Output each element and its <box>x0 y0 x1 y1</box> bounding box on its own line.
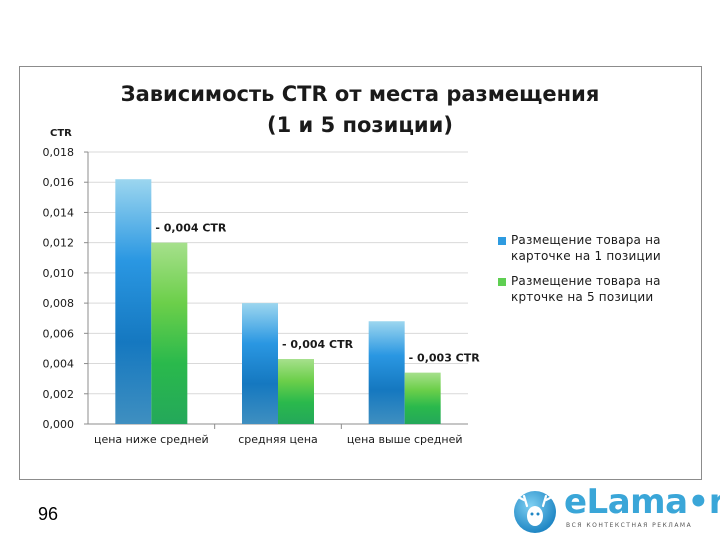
bar-position-1 <box>242 303 278 424</box>
y-tick-label: 0,008 <box>43 297 75 310</box>
difference-annotation: - 0,004 CTR <box>155 222 227 235</box>
legend-swatch-series-1 <box>498 237 506 245</box>
chart-legend: Размещение товара на карточке на 1 позиц… <box>498 232 678 314</box>
elama-logo[interactable]: eLama•ru ВСЯ КОНТЕКСТНАЯ РЕКЛАМА <box>510 482 720 534</box>
difference-annotation: - 0,003 CTR <box>409 352 481 365</box>
legend-item-series-2: Размещение товара на крточке на 5 позици… <box>498 273 678 305</box>
difference-annotation: - 0,004 CTR <box>282 338 354 351</box>
y-tick-label: 0,014 <box>43 206 75 219</box>
bar-position-5 <box>404 372 441 424</box>
slide-number: 96 <box>38 504 59 524</box>
x-tick-label: цена ниже средней <box>94 433 209 446</box>
y-tick-label: 0,018 <box>43 146 75 159</box>
chart-subtitle: (1 и 5 позиции) <box>267 113 453 137</box>
y-tick-label: 0,006 <box>43 327 75 340</box>
y-tick-label: 0,016 <box>43 176 75 189</box>
legend-label-series-2: Размещение товара на крточке на 5 позици… <box>511 274 661 304</box>
logo-wordmark: eLama•ru <box>564 482 720 522</box>
chart-title: Зависимость CTR от места размещения <box>120 82 600 106</box>
bar-position-1 <box>115 179 152 424</box>
legend-label-series-1: Размещение товара на карточке на 1 позиц… <box>511 233 661 263</box>
x-tick-label: средняя цена <box>238 433 318 446</box>
deer-logo-icon <box>514 491 556 533</box>
x-tick-label: цена выше средней <box>347 433 463 446</box>
y-tick-label: 0,002 <box>43 388 75 401</box>
bar-position-1 <box>368 321 405 424</box>
y-tick-label: 0,004 <box>43 358 75 371</box>
y-axis-label: CTR <box>50 128 72 139</box>
y-tick-label: 0,000 <box>43 418 75 431</box>
bar-position-5 <box>151 242 188 424</box>
logo-tagline: ВСЯ КОНТЕКСТНАЯ РЕКЛАМА <box>566 522 693 529</box>
legend-swatch-series-2 <box>498 278 506 286</box>
y-tick-label: 0,010 <box>43 267 75 280</box>
y-tick-label: 0,012 <box>43 237 75 250</box>
bar-position-5 <box>278 359 314 424</box>
legend-item-series-1: Размещение товара на карточке на 1 позиц… <box>498 232 678 264</box>
